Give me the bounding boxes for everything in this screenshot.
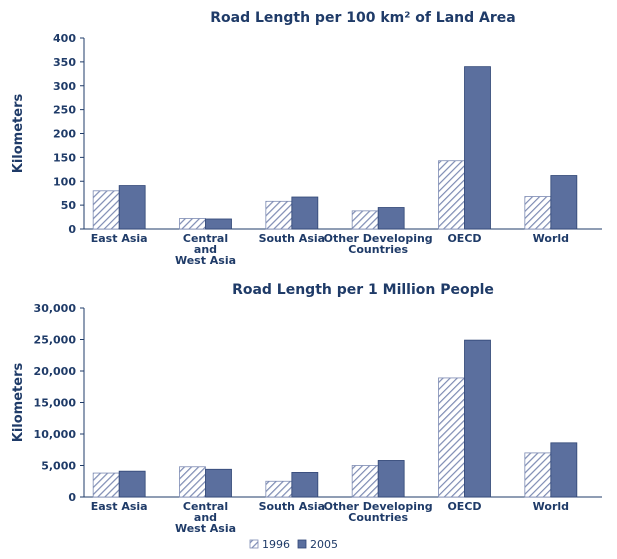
bar-2005-0 [119, 471, 145, 497]
legend-swatch-2005 [298, 540, 306, 548]
bar-2005-4 [465, 340, 491, 497]
x-category-label: Other Developing Countries [324, 500, 433, 524]
bar-2005-5 [551, 443, 577, 497]
x-category-label: South Asia [259, 500, 325, 513]
x-category-line: South Asia [259, 500, 325, 513]
y-tick-label: 350 [53, 56, 76, 69]
x-category-line: East Asia [91, 232, 148, 245]
x-category-label: OECD [447, 232, 481, 245]
x-category-label: Central and West Asia [175, 500, 236, 535]
bar-2005-2 [292, 472, 318, 497]
x-category-line: South Asia [259, 232, 325, 245]
legend: 1996 2005 [250, 538, 338, 551]
chart-2: Road Length per 1 Million People Kilomete… [11, 282, 602, 535]
x-category-line: OECD [447, 500, 481, 513]
chart-title: Road Length per 1 Million People [232, 282, 494, 298]
y-tick-label: 5,000 [41, 460, 76, 473]
chart-1: Road Length per 100 km² of Land Area Kilo… [11, 10, 602, 267]
y-tick-label: 10,000 [34, 428, 77, 441]
bar-1996-1 [180, 467, 206, 497]
bar-2005-5 [551, 176, 577, 229]
x-category-line: Countries [348, 243, 408, 256]
x-category-label: East Asia [91, 232, 148, 245]
legend-swatch-1996 [250, 540, 258, 548]
y-tick-label: 25,000 [34, 334, 77, 347]
legend-label: 2005 [310, 538, 338, 551]
y-axis-label: Kilometers [11, 363, 26, 443]
y-tick-label: 20,000 [34, 365, 77, 378]
x-category-line: East Asia [91, 500, 148, 513]
bar-1996-5 [525, 197, 551, 229]
bar-1996-2 [266, 481, 292, 497]
bar-2005-2 [292, 197, 318, 229]
y-tick-label: 0 [68, 491, 76, 504]
bar-1996-4 [439, 378, 465, 497]
bar-2005-4 [465, 67, 491, 229]
x-category-line: World [533, 500, 569, 513]
chart-title: Road Length per 100 km² of Land Area [210, 10, 515, 26]
y-tick-label: 50 [61, 199, 77, 212]
bar-2005-0 [119, 186, 145, 229]
x-category-line: West Asia [175, 522, 236, 535]
x-category-label: South Asia [259, 232, 325, 245]
bar-2005-3 [378, 460, 404, 497]
bar-2005-3 [378, 208, 404, 229]
x-category-label: Central and West Asia [175, 232, 236, 267]
bar-1996-3 [352, 211, 378, 229]
x-category-label: East Asia [91, 500, 148, 513]
y-tick-label: 300 [53, 80, 76, 93]
legend-label: 1996 [262, 538, 290, 551]
bar-1996-5 [525, 453, 551, 497]
bar-2005-1 [206, 219, 232, 229]
bar-1996-0 [93, 191, 119, 229]
x-category-line: World [533, 232, 569, 245]
y-tick-label: 30,000 [34, 302, 77, 315]
bar-2005-1 [206, 469, 232, 497]
bar-1996-0 [93, 473, 119, 497]
y-tick-label: 100 [53, 175, 76, 188]
bar-1996-4 [439, 161, 465, 229]
y-tick-label: 400 [53, 32, 76, 45]
y-tick-label: 15,000 [34, 397, 77, 410]
bar-1996-1 [180, 218, 206, 229]
y-axis-label: Kilometers [11, 94, 26, 174]
x-category-line: Countries [348, 511, 408, 524]
y-tick-label: 200 [53, 128, 76, 141]
x-category-line: West Asia [175, 254, 236, 267]
x-category-label: OECD [447, 500, 481, 513]
x-category-label: World [533, 500, 569, 513]
bar-1996-3 [352, 466, 378, 498]
y-tick-label: 0 [68, 223, 76, 236]
x-category-label: Other Developing Countries [324, 232, 433, 256]
y-tick-label: 150 [53, 151, 76, 164]
x-category-line: OECD [447, 232, 481, 245]
bar-1996-2 [266, 201, 292, 229]
y-tick-label: 250 [53, 104, 76, 117]
x-category-label: World [533, 232, 569, 245]
